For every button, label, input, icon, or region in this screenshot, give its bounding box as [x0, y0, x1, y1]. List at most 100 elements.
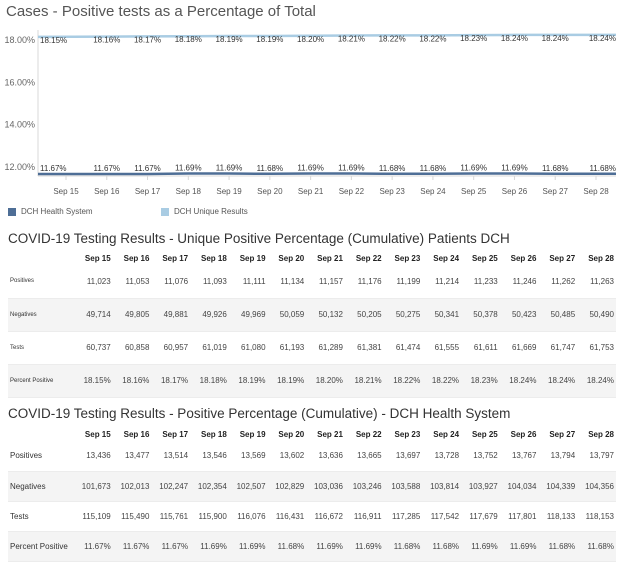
table-cell: 11.69%: [228, 531, 268, 562]
data-label: 11.68%: [589, 164, 616, 173]
data-label: 11.68%: [420, 164, 447, 173]
data-label: 18.19%: [256, 35, 283, 44]
line-chart: 12.00% 14.00% 16.00% 18.00% Sep 15 Sep 16 Sep …: [4, 30, 616, 196]
table-cell: 61,193: [267, 331, 307, 365]
x-tick-label: Sep 28: [583, 187, 609, 196]
table-cell: 103,927: [461, 471, 500, 502]
table-cell: 11,214: [422, 265, 462, 299]
table-cell: 60,858: [112, 331, 152, 365]
column-header: Sep 17: [162, 253, 189, 263]
data-label: 18.22%: [419, 34, 446, 43]
row-label: Tests: [8, 331, 74, 365]
legend-swatch-unique-results: [161, 207, 169, 216]
table-cell: 11,093: [190, 265, 229, 299]
table-cell: 18.21%: [344, 364, 384, 398]
column-header: Sep 15: [84, 429, 111, 439]
table-cell: 13,436: [74, 441, 113, 472]
data-label: 18.22%: [379, 34, 406, 43]
table-cell: 13,665: [344, 441, 384, 472]
table-cell: 115,761: [151, 501, 191, 532]
data-label: 18.20%: [297, 35, 324, 44]
table-cell: 13,636: [306, 441, 345, 472]
table-cell: 18.16%: [112, 364, 152, 398]
column-header: Sep 18: [201, 253, 227, 263]
data-label: 18.24%: [542, 34, 569, 43]
legend-item-unique-results[interactable]: DCH Unique Results: [161, 207, 248, 216]
table-cell: 18.17%: [151, 364, 191, 398]
table-cell: 11,263: [577, 265, 616, 299]
table-row: Tests 115,109 115,490 115,761 115,900 116,076…: [8, 501, 616, 532]
table-cell: 50,378: [461, 298, 500, 332]
column-header: Sep 22: [355, 253, 382, 263]
table-cell: 11.69%: [306, 531, 345, 562]
data-label: 18.16%: [93, 36, 120, 45]
table-cell: 11.68%: [538, 531, 578, 562]
table-cell: 103,588: [383, 471, 423, 502]
table-row: Positives 13,436 13,477 13,514 13,546 13,569 1…: [8, 441, 616, 472]
table2-title: COVID-19 Testing Results - Positive Perc…: [8, 406, 511, 421]
table-cell: 117,679: [461, 501, 500, 532]
column-header: Sep 21: [317, 429, 343, 439]
header-blank: [8, 427, 74, 441]
x-tick-label: Sep 17: [135, 187, 161, 196]
table-cell: 61,753: [577, 331, 616, 365]
table-cell: 49,881: [151, 298, 191, 332]
table-cell: 61,611: [461, 331, 500, 365]
table2: Sep 15 Sep 16 Sep 17 Sep 18 Sep 19 Sep 20 Sep …: [8, 427, 616, 562]
data-label: 18.24%: [589, 34, 616, 43]
data-label: 11.69%: [216, 164, 243, 173]
data-label: 11.69%: [175, 164, 202, 173]
column-header: Sep 16: [123, 253, 150, 263]
table-cell: 118,153: [577, 501, 616, 532]
table-cell: 13,477: [112, 441, 152, 472]
x-tick-label: Sep 22: [339, 187, 365, 196]
row-label: Percent Positive: [8, 364, 74, 398]
table-cell: 11,053: [112, 265, 152, 299]
table-cell: 11.68%: [267, 531, 307, 562]
table-cell: 11.69%: [499, 531, 539, 562]
y-tick-label: 14.00%: [4, 120, 35, 130]
table-cell: 49,926: [190, 298, 229, 332]
column-header: Sep 27: [549, 429, 576, 439]
table-cell: 50,205: [344, 298, 384, 332]
table-cell: 18.19%: [267, 364, 307, 398]
table-cell: 11.68%: [422, 531, 462, 562]
column-header: Sep 28: [588, 253, 614, 263]
data-label: 11.69%: [501, 164, 528, 173]
legend-item-health-system[interactable]: DCH Health System: [8, 207, 93, 216]
table-cell: 13,797: [577, 441, 616, 472]
table-row: Percent Positive 11.67% 11.67% 11.67% 11.69%…: [8, 531, 616, 562]
data-label: 11.68%: [542, 164, 569, 173]
data-label: 11.68%: [257, 164, 284, 173]
table-cell: 117,285: [383, 501, 423, 532]
table-cell: 13,569: [228, 441, 268, 472]
column-header: Sep 19: [239, 253, 266, 263]
table-cell: 11,199: [383, 265, 423, 299]
table-row: Percent Positive 18.15% 18.16% 18.17% 18.18%…: [8, 364, 616, 398]
table-cell: 18.24%: [538, 364, 578, 398]
column-header: Sep 25: [471, 429, 498, 439]
table-cell: 103,814: [422, 471, 462, 502]
table-cell: 18.15%: [74, 364, 113, 398]
data-label: 18.19%: [216, 35, 243, 44]
table-cell: 49,805: [112, 298, 152, 332]
row-label: Positives: [8, 265, 74, 299]
table-cell: 50,132: [306, 298, 345, 332]
table-cell: 18.24%: [577, 364, 616, 398]
table-cell: 115,109: [74, 501, 113, 532]
row-label: Positives: [8, 441, 74, 472]
table-cell: 50,490: [577, 298, 616, 332]
column-header: Sep 16: [123, 429, 150, 439]
table-cell: 102,507: [228, 471, 268, 502]
table-cell: 116,076: [228, 501, 268, 532]
table-cell: 60,737: [74, 331, 113, 365]
table-cell: 115,900: [190, 501, 229, 532]
x-tick-label: Sep 25: [461, 187, 487, 196]
table-cell: 117,801: [499, 501, 539, 532]
table-cell: 101,673: [74, 471, 113, 502]
chart-title: Cases - Positive tests as a Percentage o…: [6, 3, 316, 20]
table-cell: 11,023: [74, 265, 113, 299]
column-header: Sep 24: [433, 429, 460, 439]
table-cell: 61,289: [306, 331, 345, 365]
legend-label-health-system: DCH Health System: [21, 207, 93, 216]
